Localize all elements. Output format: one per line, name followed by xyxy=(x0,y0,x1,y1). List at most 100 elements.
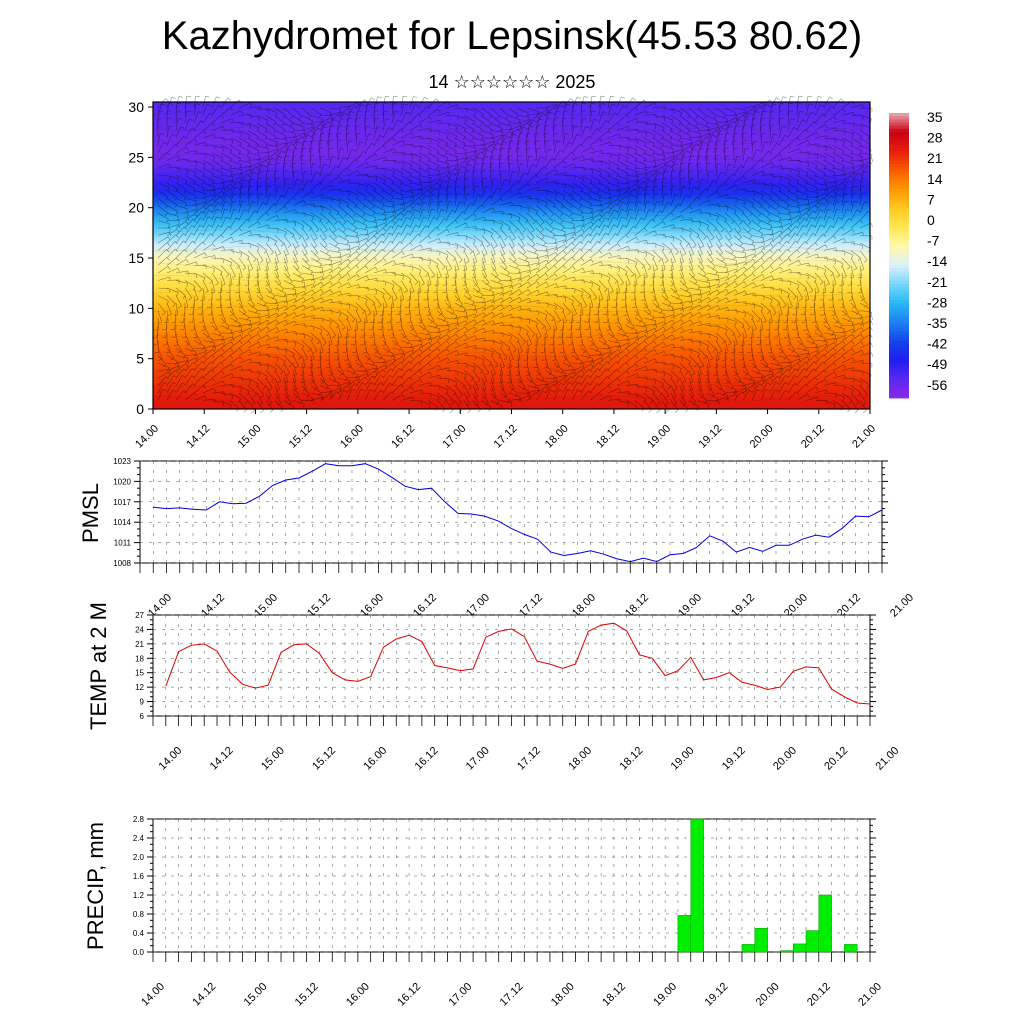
contour-line xyxy=(152,214,862,222)
y-tick-label: 30 xyxy=(128,99,144,115)
x-tick-label: 15.00 xyxy=(259,745,287,773)
contour-line xyxy=(152,199,862,207)
x-tick-label: 15.12 xyxy=(293,981,321,1009)
colorbar-band xyxy=(889,255,909,260)
colorbar-label: -42 xyxy=(927,336,947,352)
y-tick-label: 1023 xyxy=(113,457,131,466)
colorbar-band xyxy=(889,312,909,317)
colorbar-band xyxy=(889,185,909,190)
y-tick-label: 1017 xyxy=(113,498,131,507)
colorbar-band xyxy=(889,138,909,142)
colorbar-band xyxy=(889,182,909,187)
y-tick-label: 2.8 xyxy=(133,815,145,824)
x-tick-label: 16.12 xyxy=(395,981,423,1009)
colorbar-band xyxy=(889,306,909,310)
contour-line xyxy=(152,320,862,327)
y-tick-label: 0.8 xyxy=(133,910,145,919)
colorbar-band xyxy=(889,217,909,222)
x-tick-label: 17.12 xyxy=(498,981,526,1009)
y-tick-label: 1.6 xyxy=(133,872,145,881)
x-tick-label: 16.00 xyxy=(338,423,366,451)
colorbar-band xyxy=(889,328,909,332)
colorbar-band xyxy=(889,341,909,345)
colorbar-band xyxy=(889,280,909,285)
x-tick-label: 16.12 xyxy=(389,423,417,451)
colorbar-band xyxy=(889,331,909,336)
colorbar-band xyxy=(889,249,909,253)
colorbar-band xyxy=(889,271,909,275)
colorbar-band xyxy=(889,170,909,174)
x-tick-label: 21.00 xyxy=(874,745,902,773)
x-tick-label: 16.00 xyxy=(361,745,389,773)
colorbar-label: -56 xyxy=(927,377,947,393)
x-tick-label: 14.00 xyxy=(139,981,167,1009)
precip-bar xyxy=(805,930,820,953)
colorbar-band xyxy=(889,322,909,326)
colorbar-band xyxy=(889,176,909,180)
x-tick-label: 20.00 xyxy=(754,981,782,1009)
colorbar-band xyxy=(889,284,909,288)
y-tick-label: 27 xyxy=(135,611,144,620)
y-tick-label: 15 xyxy=(135,669,144,678)
colorbar-band xyxy=(889,236,909,241)
contour-line xyxy=(152,229,862,237)
chart-title: Kazhydromet for Lepsinsk(45.53 80.62) xyxy=(161,14,863,58)
colorbar-label: -28 xyxy=(927,294,947,310)
contour-line xyxy=(152,289,862,297)
colorbar-band xyxy=(889,223,909,228)
y-tick-label: 0.4 xyxy=(133,929,145,938)
colorbar-band xyxy=(889,360,909,364)
y-tick-label: 21 xyxy=(135,640,144,649)
colorbar-band xyxy=(889,325,909,329)
x-tick-label: 19.12 xyxy=(697,423,725,451)
colorbar-band xyxy=(889,394,909,399)
colorbar-band xyxy=(889,315,909,320)
colorbar-band xyxy=(889,318,909,323)
colorbar-band xyxy=(889,372,909,377)
y-tick-label: 1014 xyxy=(113,518,131,527)
panel-frame xyxy=(139,460,883,564)
x-tick-label: 21.00 xyxy=(888,592,916,620)
x-tick-label: 19.00 xyxy=(669,745,697,773)
y-tick-label: 25 xyxy=(128,149,144,165)
y-tick-label: 10 xyxy=(128,300,144,316)
colorbar-band xyxy=(889,391,909,396)
colorbar-band xyxy=(889,233,909,237)
precip-axis-label: PRECIP, mm xyxy=(83,822,108,950)
x-tick-label: 19.00 xyxy=(651,981,679,1009)
x-tick-label: 17.00 xyxy=(440,423,468,451)
colorbar-label: -14 xyxy=(927,253,947,269)
x-tick-label: 19.12 xyxy=(703,981,731,1009)
colorbar-band xyxy=(889,151,909,155)
y-tick-label: 20 xyxy=(128,200,144,216)
colorbar-band xyxy=(889,211,909,215)
colorbar-band xyxy=(889,132,909,136)
colorbar-band xyxy=(889,166,909,171)
colorbar-band xyxy=(889,309,909,313)
y-tick-label: 1008 xyxy=(113,559,131,568)
colorbar-band xyxy=(889,363,909,367)
contour-line xyxy=(152,154,862,161)
colorbar-band xyxy=(889,144,909,149)
temp-line xyxy=(165,622,871,705)
colorbar-band xyxy=(889,379,909,383)
colorbar-band xyxy=(889,287,909,291)
y-tick-label: 1020 xyxy=(113,477,131,486)
x-tick-label: 21.00 xyxy=(850,423,878,451)
precip-bar xyxy=(677,915,691,953)
colorbar-band xyxy=(889,347,909,351)
colorbar-band xyxy=(889,128,909,133)
x-tick-label: 14.00 xyxy=(157,745,185,773)
colorbar-band xyxy=(889,293,909,298)
colorbar-band xyxy=(889,116,909,120)
x-tick-label: 17.12 xyxy=(492,423,520,451)
colorbar-band xyxy=(889,135,909,139)
colorbar-band xyxy=(889,350,909,355)
precip-bar xyxy=(690,818,704,953)
precip-bar xyxy=(754,928,768,953)
temp-panel: 6 9 12 15 18 21 24 27 14.00 14.12 15.00 15.12 16.00 1… xyxy=(86,602,901,773)
x-tick-label: 18.12 xyxy=(594,423,622,451)
colorbar-label: 0 xyxy=(927,212,935,228)
x-tick-label: 19.12 xyxy=(720,745,748,773)
contour-line xyxy=(152,274,861,282)
